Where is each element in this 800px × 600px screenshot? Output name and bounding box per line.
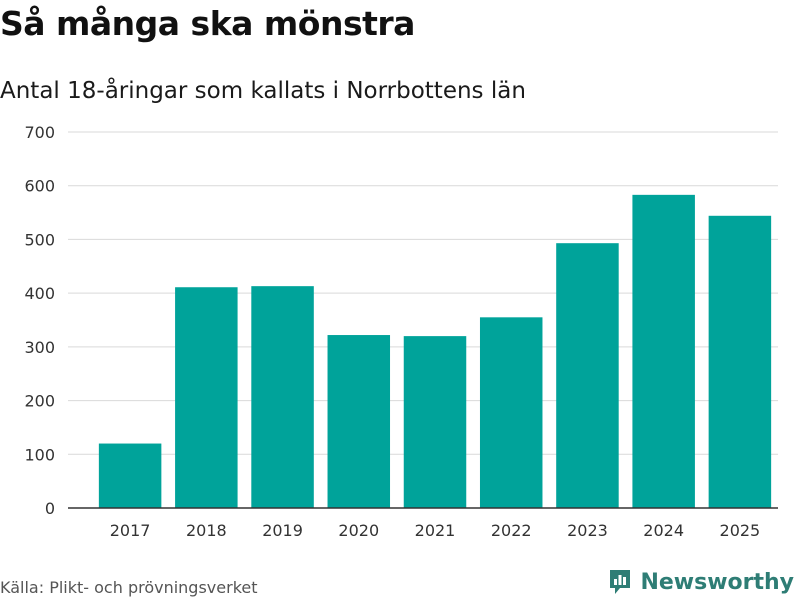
y-tick-label: 500 xyxy=(24,230,55,249)
bar-2024 xyxy=(632,194,695,509)
y-tick-label: 700 xyxy=(24,123,55,142)
x-tick-label: 2018 xyxy=(186,521,227,540)
bar-2025 xyxy=(708,215,772,508)
x-tick-label: 2024 xyxy=(643,521,684,540)
x-tick-label: 2021 xyxy=(415,521,456,540)
bar-2017 xyxy=(98,443,162,508)
x-tick-label: 2022 xyxy=(491,521,532,540)
brand-logo[interactable]: Newsworthy xyxy=(608,568,794,596)
x-tick-label: 2020 xyxy=(338,521,379,540)
y-tick-label: 300 xyxy=(24,338,55,357)
x-tick-label: 2023 xyxy=(567,521,608,540)
brand-name: Newsworthy xyxy=(640,569,794,595)
y-tick-label: 0 xyxy=(45,499,55,518)
bar-2020 xyxy=(327,335,391,508)
bar-2018 xyxy=(175,287,238,508)
bar-chart: 0 100 200 300 400 500 600 700 2017 2018 2019 2020 20… xyxy=(24,123,778,540)
y-tick-label: 400 xyxy=(24,284,55,303)
bar-2023 xyxy=(556,243,619,508)
chart-subtitle: Antal 18-åringar som kallats i Norrbotte… xyxy=(0,78,526,104)
x-tick-label: 2019 xyxy=(262,521,303,540)
y-tick-label: 200 xyxy=(24,392,55,411)
bar-2022 xyxy=(479,317,543,508)
x-tick-label: 2017 xyxy=(110,521,151,540)
newsworthy-icon xyxy=(610,570,631,594)
x-tick-label: 2025 xyxy=(720,521,761,540)
source-note: Källa: Plikt- och prövningsverket xyxy=(0,578,258,597)
y-tick-label: 100 xyxy=(24,445,55,464)
bar-2019 xyxy=(251,286,314,508)
bar-2021 xyxy=(403,336,467,508)
y-tick-label: 600 xyxy=(24,177,55,196)
chart-title: Så många ska mönstra xyxy=(0,4,415,43)
